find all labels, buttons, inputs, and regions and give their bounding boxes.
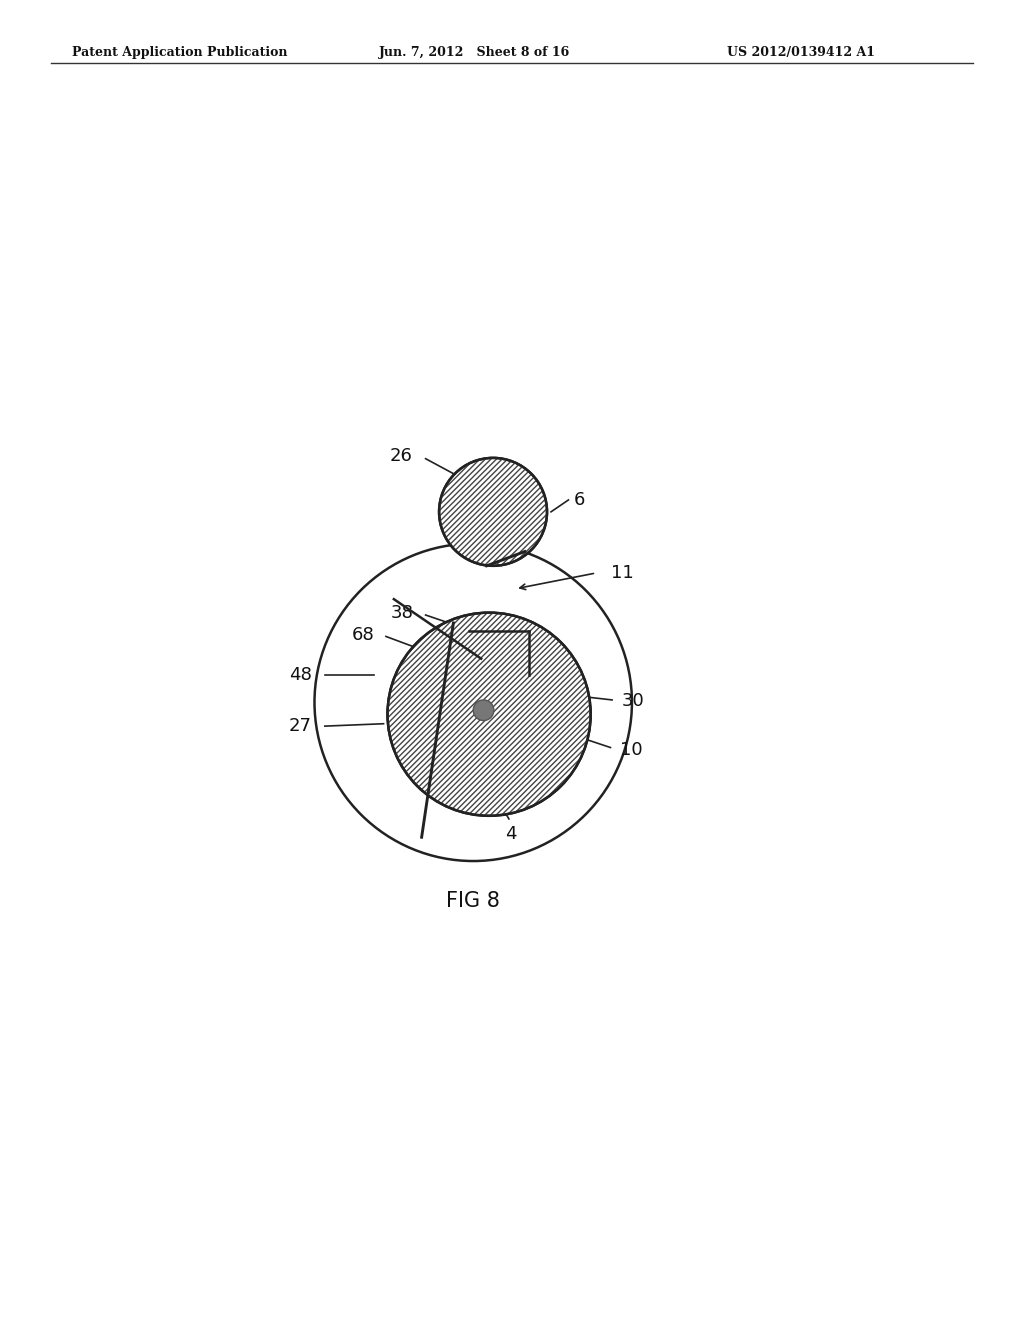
Circle shape <box>314 544 632 861</box>
Text: 30: 30 <box>622 692 644 710</box>
Text: 10: 10 <box>620 741 643 759</box>
Circle shape <box>439 458 547 566</box>
Text: 26: 26 <box>389 447 412 465</box>
Text: 38: 38 <box>391 603 414 622</box>
Text: Patent Application Publication: Patent Application Publication <box>72 46 287 59</box>
Circle shape <box>387 612 591 816</box>
Circle shape <box>473 700 494 721</box>
Text: 68: 68 <box>351 626 374 644</box>
Text: US 2012/0139412 A1: US 2012/0139412 A1 <box>727 46 876 59</box>
Text: 11: 11 <box>610 564 633 582</box>
Text: 48: 48 <box>289 665 312 684</box>
Text: FIG 8: FIG 8 <box>446 891 500 911</box>
Text: Jun. 7, 2012   Sheet 8 of 16: Jun. 7, 2012 Sheet 8 of 16 <box>379 46 570 59</box>
Text: 4: 4 <box>505 825 516 843</box>
Text: 27: 27 <box>289 717 312 735</box>
Text: 6: 6 <box>574 491 586 510</box>
